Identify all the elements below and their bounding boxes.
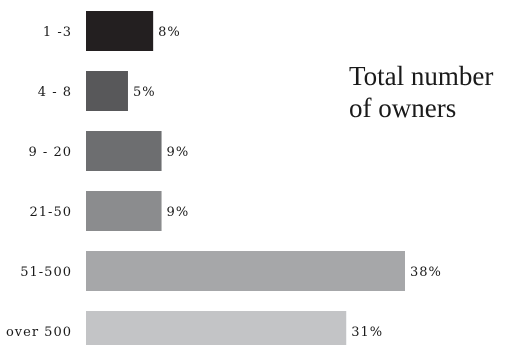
bar: [86, 131, 162, 171]
chart-title-line-1: Total number: [349, 61, 494, 91]
category-label: 21-50: [30, 205, 72, 220]
category-label: 51-500: [20, 265, 72, 280]
bar: [86, 251, 405, 291]
bar: [86, 191, 162, 231]
chart-title-line-2: of owners: [349, 93, 457, 123]
bar: [86, 71, 128, 111]
value-label: 9%: [167, 205, 190, 220]
bar: [86, 311, 347, 345]
category-label: 9 - 20: [29, 145, 72, 160]
value-label: 8%: [158, 25, 181, 40]
value-label: 38%: [410, 265, 442, 280]
category-label: 1 -3: [43, 25, 72, 40]
value-label: 9%: [167, 145, 190, 160]
value-label: 5%: [133, 85, 156, 100]
value-label: 31%: [351, 325, 383, 340]
bar: [86, 11, 154, 51]
category-label: 4 - 8: [38, 85, 72, 100]
category-label: over 500: [6, 325, 72, 340]
chart-title: Total number of owners: [349, 60, 509, 124]
